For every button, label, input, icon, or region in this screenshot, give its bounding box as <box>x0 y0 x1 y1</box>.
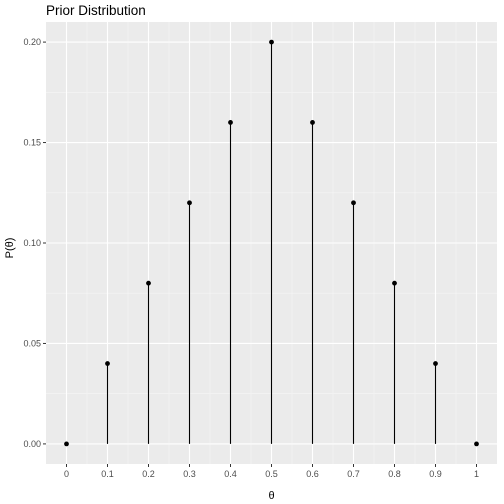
data-point <box>269 39 274 45</box>
y-axis-title: P(θ) <box>4 238 16 259</box>
data-point <box>105 361 110 366</box>
x-tick-label: 0.6 <box>306 469 319 479</box>
data-point <box>392 280 397 286</box>
data-point <box>351 200 356 206</box>
lollipop-stems <box>106 42 437 444</box>
x-axis: 0 0.1 0.2 0.3 0.4 0.5 0.6 0.7 0.8 0.9 1 <box>64 464 479 479</box>
x-axis-title: θ <box>268 490 274 502</box>
data-point <box>146 280 151 286</box>
data-point <box>187 200 192 206</box>
data-point <box>228 120 233 125</box>
data-point <box>64 441 69 447</box>
x-tick-label: 0.3 <box>183 469 196 479</box>
chart-title: Prior Distribution <box>46 3 146 18</box>
y-tick-label: 0.15 <box>23 138 41 148</box>
data-point <box>433 361 438 366</box>
x-tick-label: 0.5 <box>265 469 278 479</box>
x-tick-label: 0.7 <box>347 469 360 479</box>
x-tick-label: 0.4 <box>224 469 237 479</box>
x-tick-label: 0.1 <box>101 469 114 479</box>
y-axis: 0.00 0.05 0.10 0.15 0.20 <box>23 37 46 449</box>
y-tick-label: 0.05 <box>23 338 41 348</box>
y-tick-label: 0.20 <box>23 37 41 47</box>
x-tick-label: 0.2 <box>142 469 155 479</box>
x-tick-label: 1 <box>474 469 479 479</box>
x-tick-label: 0.8 <box>388 469 401 479</box>
y-tick-label: 0.00 <box>23 439 41 449</box>
lollipop-points <box>64 39 479 447</box>
x-tick-label: 0 <box>64 469 69 479</box>
data-point <box>310 120 315 125</box>
data-point <box>474 441 479 447</box>
y-tick-label: 0.10 <box>23 238 41 248</box>
x-tick-label: 0.9 <box>429 469 442 479</box>
